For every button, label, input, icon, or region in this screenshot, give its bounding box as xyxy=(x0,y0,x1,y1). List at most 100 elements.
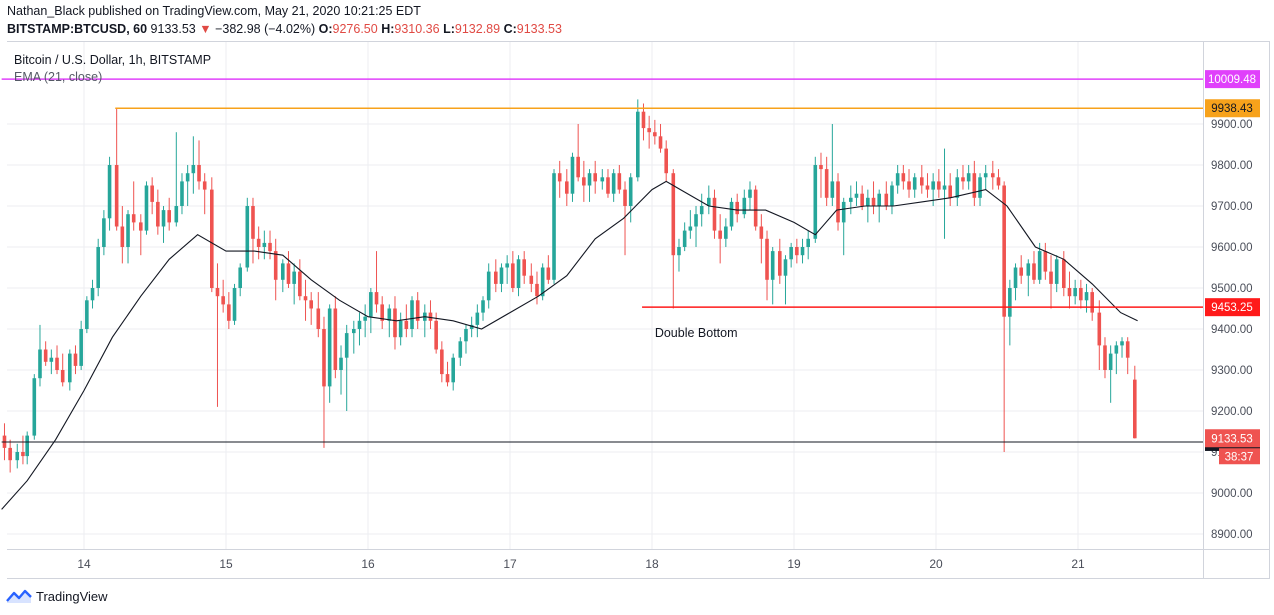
candle-body xyxy=(156,201,160,227)
candle xyxy=(931,173,935,206)
open-label: O: xyxy=(318,22,333,36)
candle-body xyxy=(79,329,83,366)
candle-body xyxy=(836,181,840,223)
candle-body xyxy=(937,181,941,190)
candle-body xyxy=(387,308,392,321)
candle xyxy=(937,169,941,198)
candle xyxy=(1008,279,1012,346)
candle-body xyxy=(966,173,971,182)
candle-body xyxy=(546,267,551,280)
candle xyxy=(114,107,119,231)
resistance-line-magenta[interactable]: 10009.48 xyxy=(1,70,1260,89)
candle-body xyxy=(920,177,924,186)
candle xyxy=(800,238,805,264)
candle xyxy=(1090,288,1094,321)
candle xyxy=(920,165,924,194)
candle xyxy=(576,124,580,182)
candle xyxy=(996,169,1001,190)
candle-body xyxy=(150,185,154,202)
candle xyxy=(1120,337,1124,358)
candle-body xyxy=(789,247,793,260)
candle-body xyxy=(298,271,302,297)
candle xyxy=(131,181,136,231)
candle xyxy=(688,210,693,239)
candle-body xyxy=(688,226,693,231)
candle-body xyxy=(806,238,810,247)
candle xyxy=(475,304,480,338)
candle xyxy=(712,189,717,239)
candle-body xyxy=(1002,185,1006,317)
candle xyxy=(25,431,29,465)
candle xyxy=(464,324,468,354)
candle-body xyxy=(144,185,149,231)
candle xyxy=(55,345,59,375)
candle xyxy=(955,169,960,206)
brand-name: TradingView xyxy=(36,588,108,604)
candle xyxy=(718,214,722,264)
candle-body xyxy=(174,206,179,223)
candle xyxy=(1062,251,1066,297)
candle-body xyxy=(641,111,646,129)
candle xyxy=(961,165,965,190)
candle-body xyxy=(664,148,668,174)
time-axis[interactable]: 14 15 16 17 18 19 20 21 xyxy=(77,557,1085,571)
candle xyxy=(232,283,237,325)
candle-body xyxy=(830,181,835,198)
candle-body xyxy=(202,181,207,190)
candle-body xyxy=(682,230,687,247)
candle-body xyxy=(565,181,569,194)
down-arrow-icon: ▼ xyxy=(199,22,212,36)
candle-body xyxy=(428,312,433,321)
candle-body xyxy=(854,193,859,198)
candle-body xyxy=(344,333,349,358)
candle xyxy=(707,185,711,215)
candle-body xyxy=(1125,341,1130,358)
candle xyxy=(1054,255,1059,293)
ema-line xyxy=(1,180,1138,510)
candle-body xyxy=(393,308,397,338)
candle-body xyxy=(707,197,711,206)
footer-brand[interactable]: TradingView xyxy=(6,588,108,604)
x-tick-label: 16 xyxy=(361,557,375,571)
candle-body xyxy=(628,177,633,206)
candle-body xyxy=(653,132,657,137)
candle xyxy=(795,238,799,264)
resistance-line-orange[interactable]: 9938.43 xyxy=(115,99,1260,118)
candle-body xyxy=(961,177,965,182)
candle-body xyxy=(238,267,242,288)
candle xyxy=(21,435,25,465)
candle xyxy=(445,361,450,387)
candle xyxy=(38,324,42,387)
candle-body xyxy=(813,165,818,239)
candle xyxy=(742,189,747,219)
candle-body xyxy=(522,259,526,276)
candle-body xyxy=(647,128,651,133)
candle xyxy=(682,222,687,252)
candle-body xyxy=(824,169,829,198)
candle-body xyxy=(327,308,332,387)
candle xyxy=(617,165,622,194)
support-line-black[interactable]: 9124.51 xyxy=(1,432,1260,451)
candle-body xyxy=(606,177,610,194)
candle xyxy=(942,148,947,239)
price-axis[interactable]: 8900.009000.009100.009200.009300.009400.… xyxy=(1211,119,1253,541)
candle xyxy=(641,103,646,141)
candle xyxy=(783,255,788,305)
candle xyxy=(185,165,190,206)
current-price: 9133.53 xyxy=(150,22,196,36)
candle-body xyxy=(21,452,25,457)
candle xyxy=(628,173,633,223)
candle-body xyxy=(60,370,65,383)
candle-body xyxy=(404,320,409,329)
candle xyxy=(150,177,154,215)
last-price-text: 9133.53 xyxy=(1211,433,1253,445)
candle xyxy=(1073,279,1077,305)
support-line-red[interactable]: 9453.25 xyxy=(642,298,1260,317)
candle-body xyxy=(1079,288,1083,301)
candle-body xyxy=(316,308,321,329)
candle-body xyxy=(778,251,782,276)
candle xyxy=(245,197,250,272)
candle-body xyxy=(286,263,291,284)
candle-body xyxy=(795,247,799,256)
